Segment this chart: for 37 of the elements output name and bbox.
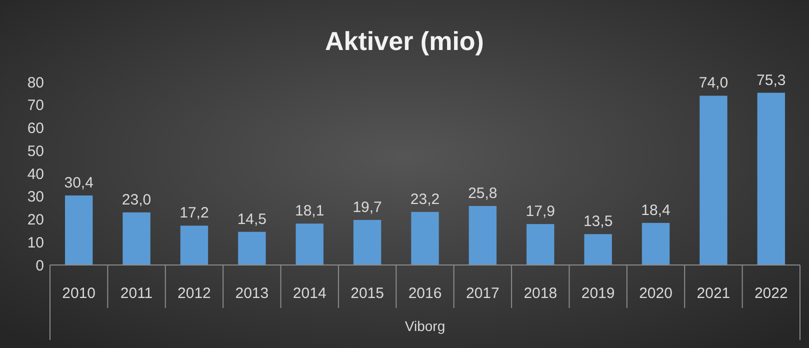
data-label: 23,0 xyxy=(122,191,152,208)
x-tick-label: 2015 xyxy=(350,285,384,302)
y-tick-label: 70 xyxy=(27,97,44,114)
y-tick-label: 10 xyxy=(27,234,44,252)
data-label: 13,5 xyxy=(583,213,613,230)
y-tick-label: 60 xyxy=(27,120,44,137)
data-label: 74,0 xyxy=(698,74,728,92)
x-tick-label: 2019 xyxy=(581,285,615,302)
x-tick-label: 2010 xyxy=(62,285,96,302)
y-tick-label: 40 xyxy=(27,166,44,183)
y-tick-label: 50 xyxy=(27,142,44,160)
y-tick-label: 20 xyxy=(27,212,44,228)
data-label: 18,4 xyxy=(641,202,670,219)
x-tick-label: 2014 xyxy=(292,285,326,302)
x-tick-label: 2013 xyxy=(235,285,269,302)
data-label: 75,3 xyxy=(756,72,786,89)
x-axis-title: Viborg xyxy=(404,318,446,334)
x-tick-label: 2020 xyxy=(639,285,672,302)
data-label: 25,8 xyxy=(468,184,498,202)
data-label: 19,7 xyxy=(352,198,382,216)
x-tick-label: 2021 xyxy=(696,285,730,302)
y-tick-label: 80 xyxy=(27,74,44,92)
x-tick-label: 2012 xyxy=(178,285,211,302)
data-label: 23,2 xyxy=(410,190,440,208)
data-label: 14,5 xyxy=(237,210,267,228)
chart-title: Aktiver (mio) xyxy=(325,26,484,56)
x-tick-label: 2018 xyxy=(524,285,558,302)
x-tick-label: 2017 xyxy=(466,285,500,302)
data-label: 18,1 xyxy=(295,202,324,220)
data-label: 17,9 xyxy=(526,203,555,220)
x-tick-label: 2022 xyxy=(754,285,788,302)
y-tick-label: 0 xyxy=(36,257,44,274)
data-label: 30,4 xyxy=(64,174,94,192)
x-tick-label: 2011 xyxy=(120,285,153,302)
data-label: 17,2 xyxy=(180,204,209,222)
x-tick-label: 2016 xyxy=(408,285,442,302)
y-tick-label: 30 xyxy=(27,188,44,206)
